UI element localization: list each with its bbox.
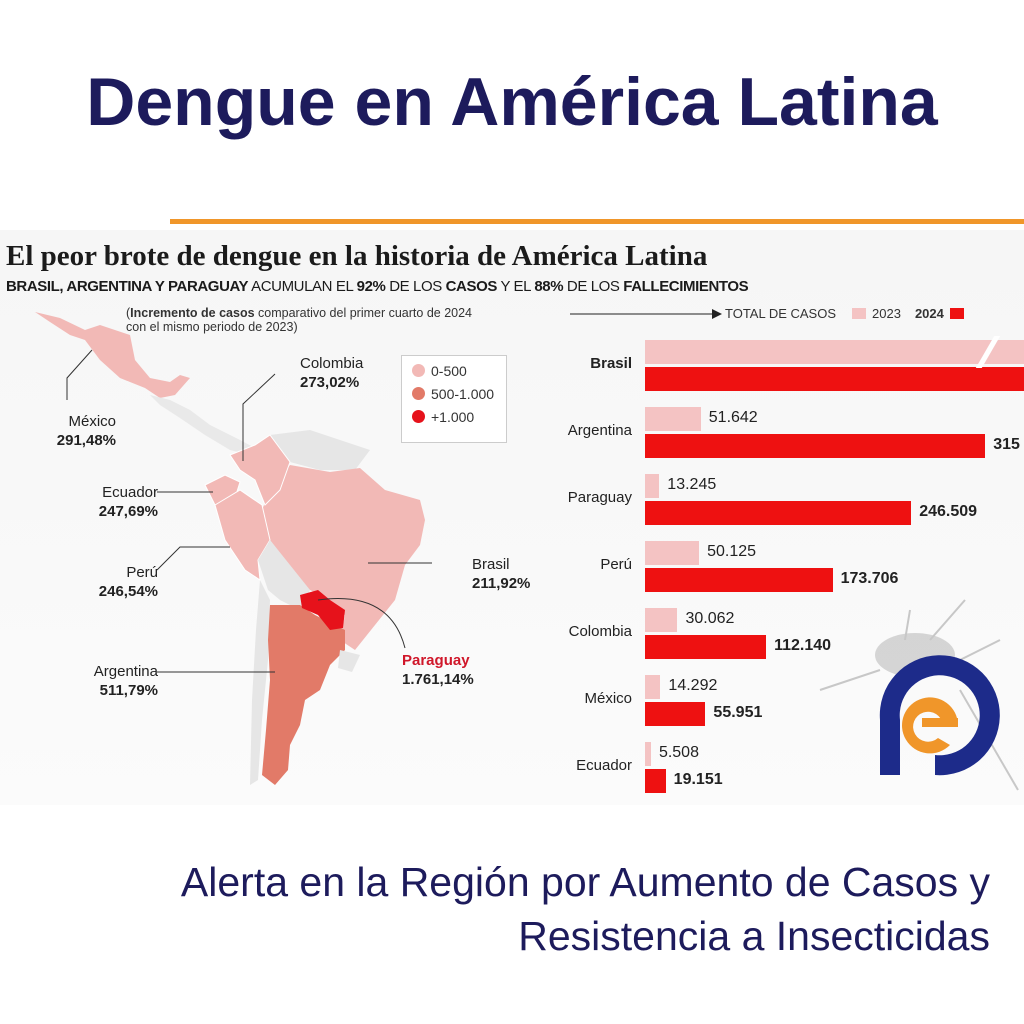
map-label-mexico: México 291,48% <box>56 413 116 449</box>
leader-lines <box>66 349 432 673</box>
legend-label-2023: 2023 <box>872 306 901 321</box>
legend-dot-icon <box>412 387 425 400</box>
infographic-subtitle: BRASIL, ARGENTINA Y PARAGUAY ACUMULAN EL… <box>6 278 749 295</box>
map-chile <box>250 580 270 785</box>
arrow-head-icon <box>712 309 722 319</box>
bar-2024 <box>645 434 986 458</box>
category-label: Brasil <box>590 355 632 372</box>
bar-2024 <box>645 501 912 525</box>
bar-value-label: 19.151 <box>673 771 723 788</box>
map-mexico <box>35 312 190 398</box>
bar-2023 <box>645 407 701 431</box>
bar-value-label: 173.706 <box>840 570 899 587</box>
map-label-peru: Perú 246,54% <box>98 564 158 600</box>
map-venezuela <box>270 430 370 470</box>
category-label: Argentina <box>567 422 632 439</box>
total-cases-label: TOTAL DE CASOS <box>725 306 837 321</box>
map-label-colombia: Colombia 273,02% <box>300 355 364 391</box>
map-label-paraguay: Paraguay 1.761,14% <box>402 652 474 688</box>
logo-icon <box>879 655 1000 776</box>
bar-value-label: 315 <box>993 436 1020 453</box>
bar-value-label: 50.125 <box>707 543 757 560</box>
bar-value-label: 112.140 <box>774 637 832 654</box>
map-bolivia <box>258 540 310 610</box>
category-label: Perú <box>600 556 632 573</box>
bar-value-label: 14.292 <box>668 677 718 694</box>
map-note: (Incremento de casos comparativo del pri… <box>126 306 473 334</box>
bar-2023 <box>645 541 700 565</box>
bar-2023 <box>645 340 1024 364</box>
map-label-ecuador: Ecuador 247,69% <box>98 484 158 520</box>
infographic-title: El peor brote de dengue en la historia d… <box>6 240 708 272</box>
bar-2023 <box>645 474 660 498</box>
bar-2024 <box>645 568 833 592</box>
footer-subtitle: Alerta en la Región por Aumento de Casos… <box>180 859 990 959</box>
map-central-america <box>150 395 255 455</box>
category-label: Paraguay <box>567 489 632 506</box>
legend-swatch-2024 <box>949 308 964 319</box>
bar-value-label: 30.062 <box>685 610 735 627</box>
bar-2023 <box>645 742 651 766</box>
bar-2023 <box>645 608 678 632</box>
category-label: Colombia <box>568 623 632 640</box>
bar-value-label: 55.951 <box>713 704 763 721</box>
category-label: Ecuador <box>576 757 632 774</box>
map-colombia <box>229 434 291 506</box>
map-legend-item: 500-1.000 <box>412 385 506 402</box>
bar-2024 <box>645 702 706 726</box>
map-label-argentina: Argentina 511,79% <box>93 663 158 699</box>
map-argentina <box>262 605 345 785</box>
map-legend-item: 0-500 <box>412 362 506 379</box>
map-paraguay <box>300 590 345 630</box>
bar-2024 <box>645 769 666 793</box>
category-label: México <box>584 690 632 707</box>
divider-line <box>170 219 1024 224</box>
map-legend: 0-500 500-1.000 +1.000 <box>401 355 507 443</box>
map-uruguay <box>338 650 360 672</box>
legend-swatch-2023 <box>852 308 867 319</box>
map-label-brasil: Brasil 211,92% <box>472 556 531 592</box>
map-brasil <box>262 465 425 650</box>
bar-2024 <box>645 367 1024 391</box>
legend-label-2024: 2024 <box>914 306 944 321</box>
map-legend-item: +1.000 <box>412 408 506 425</box>
legend-dot-icon <box>412 364 425 377</box>
page-title: Dengue en América Latina <box>86 64 938 140</box>
bar-value-label: 51.642 <box>708 409 758 426</box>
bar-2023 <box>645 675 661 699</box>
bar-value-label: 246.509 <box>919 503 978 520</box>
bar-value-label: 13.245 <box>667 476 717 493</box>
chart-legend: TOTAL DE CASOS 2023 2024 <box>725 306 964 321</box>
legend-dot-icon <box>412 410 425 423</box>
bar-2024 <box>645 635 767 659</box>
bar-value-label: 5.508 <box>658 744 699 761</box>
